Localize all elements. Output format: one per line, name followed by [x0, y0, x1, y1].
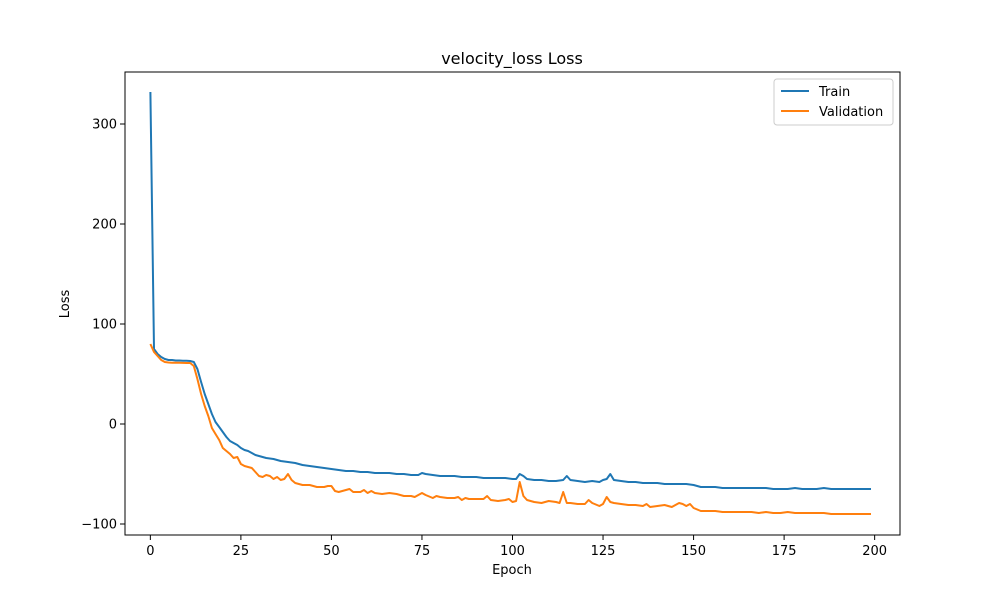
series-layer	[149, 91, 871, 515]
y-axis-label: Loss	[58, 290, 73, 319]
x-tick-label: 25	[233, 544, 250, 559]
x-axis-ticks: 0 25 50 75 100 125 150 175 200	[146, 535, 887, 559]
x-tick-label: 125	[591, 544, 616, 559]
x-tick-label: 75	[414, 544, 431, 559]
chart-title: velocity_loss Loss	[441, 49, 583, 69]
x-tick-label: 100	[500, 544, 525, 559]
y-axis-ticks: −100 0 100 200 300	[81, 118, 125, 533]
y-tick-label: 200	[92, 218, 117, 233]
x-tick-label: 150	[681, 544, 706, 559]
series-line-train	[149, 91, 871, 490]
x-axis-label: Epoch	[492, 563, 532, 578]
x-tick-label: 200	[862, 544, 887, 559]
y-tick-label: 300	[92, 118, 117, 133]
y-tick-label: −100	[81, 518, 117, 533]
legend: Train Validation	[773, 78, 894, 126]
y-tick-label: 100	[92, 318, 117, 333]
y-tick-label: 0	[109, 418, 117, 433]
series-line-validation	[149, 343, 871, 515]
x-tick-label: 175	[772, 544, 797, 559]
legend-validation-label: Validation	[819, 105, 883, 120]
x-tick-label: 0	[146, 544, 154, 559]
legend-train-label: Train	[818, 85, 850, 100]
x-tick-label: 50	[323, 544, 340, 559]
